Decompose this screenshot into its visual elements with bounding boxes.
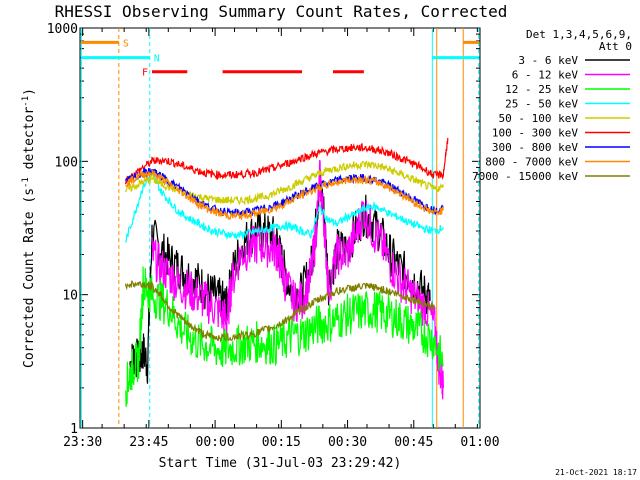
y-axis-label-mid: detector <box>22 107 37 178</box>
series-line <box>124 266 444 408</box>
legend-label: 100 - 300 keV <box>492 127 578 140</box>
y-axis-label-end: ) <box>22 88 37 96</box>
y-axis-label-sup2: -1 <box>21 96 31 107</box>
flag-bar-label: S <box>123 38 129 49</box>
axis-ticks: 1 10 100 1000 23:30 23:45 00:00 00:15 00:30 00:45… <box>47 22 500 450</box>
x-tick-label: 00:15 <box>262 435 301 450</box>
y-axis-label-sup1: -1 <box>21 177 31 188</box>
flag-bar-label: N <box>154 54 160 65</box>
y-tick-label: 100 <box>55 155 78 170</box>
legend: Det 1,3,4,5,6,9,Att 0 3 - 6 keV 6 - 12 keV… <box>472 28 632 183</box>
legend-label: 25 - 50 keV <box>505 98 578 111</box>
legend-label: 3 - 6 keV <box>518 54 578 67</box>
series-line <box>124 280 436 343</box>
series-line <box>129 169 431 384</box>
flag-bar-label: F <box>142 68 148 79</box>
y-axis-label-main: Corrected Count Rate (s <box>22 188 37 368</box>
legend-label: 7000 - 15000 keV <box>472 170 578 183</box>
series-line <box>125 169 444 221</box>
x-tick-label: 01:00 <box>460 435 499 450</box>
series-line <box>124 167 444 218</box>
legend-label: 12 - 25 keV <box>505 83 578 96</box>
plot-frame <box>79 27 481 429</box>
legend-label: 800 - 7000 keV <box>485 156 578 169</box>
x-tick-label: 00:45 <box>394 435 433 450</box>
flag-bars: S NF <box>81 38 479 79</box>
timestamp: 21-Oct-2021 18:17 <box>555 468 637 477</box>
legend-label: 300 - 800 keV <box>492 141 578 154</box>
x-tick-label: 23:30 <box>63 435 102 450</box>
series-line <box>124 172 444 243</box>
legend-label: 6 - 12 keV <box>512 69 579 82</box>
series-lines <box>124 137 449 408</box>
x-axis-label: Start Time (31-Jul-03 23:29:42) <box>159 456 402 471</box>
series-line <box>151 159 444 400</box>
series-line <box>124 137 449 185</box>
legend-header: Det 1,3,4,5,6,9, <box>526 28 632 41</box>
x-tick-label: 00:30 <box>328 435 367 450</box>
x-tick-label: 00:00 <box>196 435 235 450</box>
y-tick-label: 1 <box>70 422 78 437</box>
legend-label: 50 - 100 keV <box>499 112 579 125</box>
y-tick-label: 10 <box>62 289 78 304</box>
chart-title: RHESSI Observing Summary Count Rates, Co… <box>55 2 508 21</box>
x-tick-label: 23:45 <box>129 435 168 450</box>
y-axis-label: Corrected Count Rate (s-1 detector-1) <box>21 88 37 368</box>
legend-header: Att 0 <box>599 40 632 53</box>
y-tick-label: 1000 <box>47 22 78 37</box>
